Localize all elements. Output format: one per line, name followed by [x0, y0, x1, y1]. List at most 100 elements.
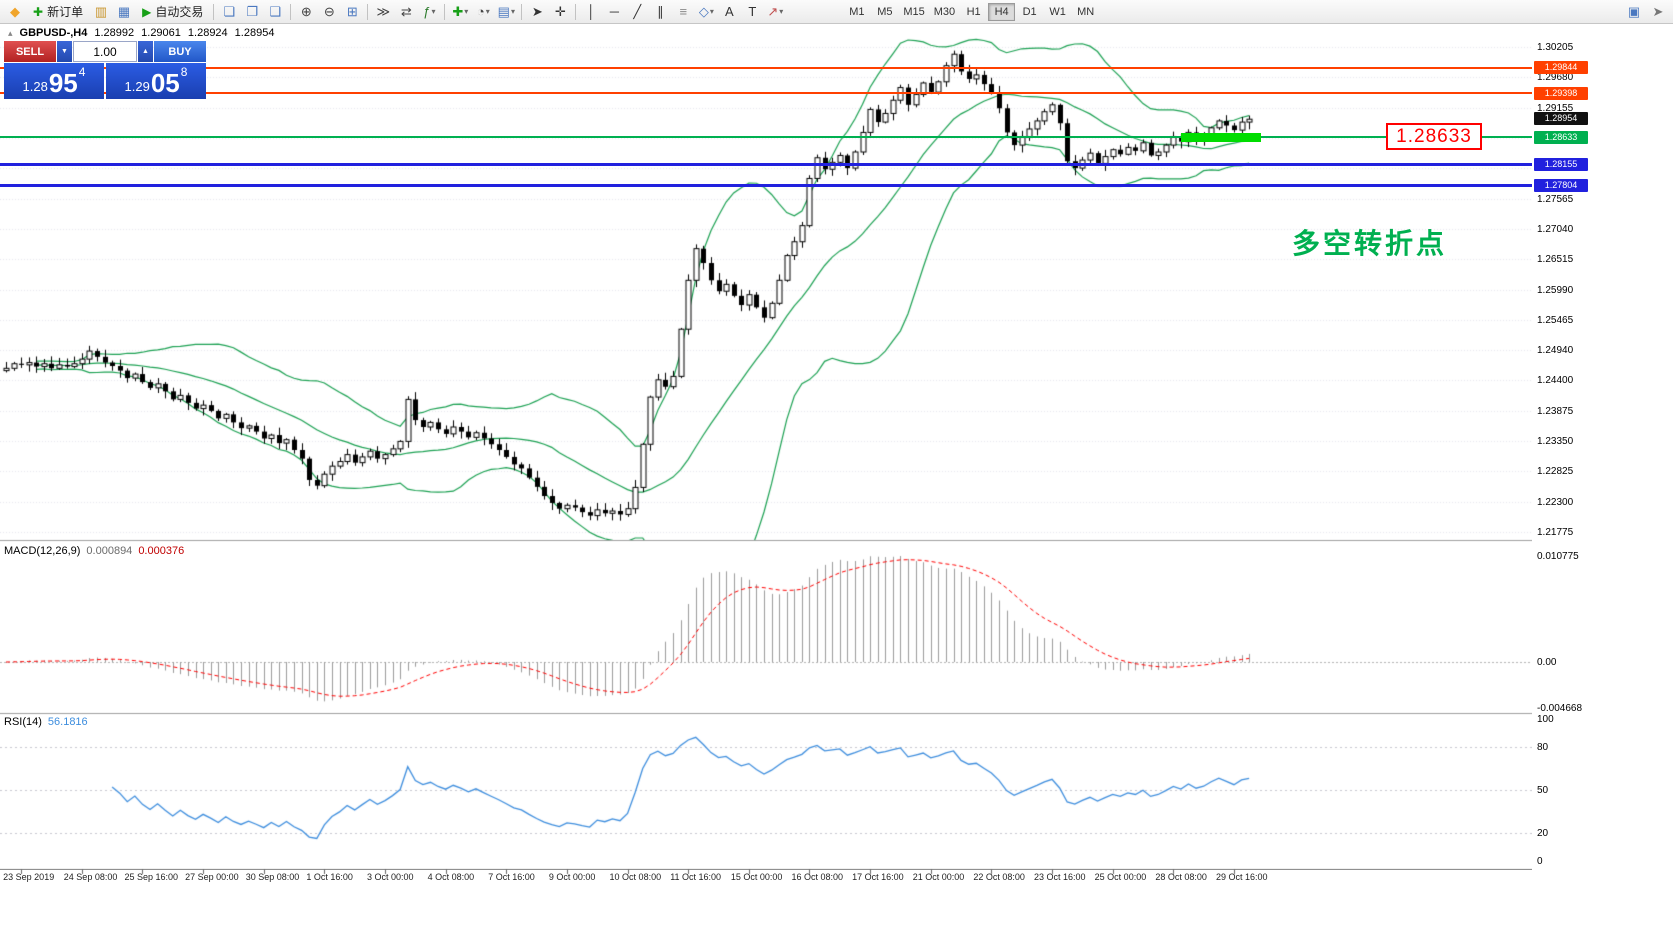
data-window-icon: ▦	[117, 3, 131, 19]
horizontal-line-icon[interactable]: ─	[603, 2, 625, 22]
sell-price-main: 1.28	[22, 79, 48, 94]
symbol-label: GBPUSD-,H4	[19, 27, 88, 39]
time-axis-label: 28 Oct 08:00	[1155, 872, 1207, 882]
templates-icon[interactable]: ▤ ▾	[495, 2, 517, 22]
timeframe-h4-button[interactable]: H4	[988, 2, 1016, 21]
time-axis-label: 30 Sep 08:00	[245, 872, 300, 882]
price-callout[interactable]: 1.28633	[1386, 123, 1482, 150]
toolbar-separator	[444, 3, 446, 20]
arrows-icon-dropdown[interactable]: ▾	[779, 7, 784, 16]
shapes-icon[interactable]: ◇ ▾	[695, 2, 717, 22]
text-label-icon[interactable]: T	[741, 2, 763, 22]
grid-icon[interactable]: ⊞	[341, 2, 363, 22]
horizontal-level-1.28633[interactable]	[0, 136, 1532, 139]
time-axis-label: 17 Oct 16:00	[852, 872, 904, 882]
timeframe-m15-button[interactable]: M15	[903, 5, 925, 18]
timeframe-h1-button[interactable]: H1	[966, 5, 981, 18]
buy-price[interactable]: 1.29 05 8	[106, 63, 206, 99]
price-axis-label: 1.22825	[1537, 466, 1574, 478]
zoom-in-icon: ⊕	[300, 3, 312, 19]
window-mode-icon[interactable]: ➤	[1647, 2, 1669, 22]
rsi-axis-label: 20	[1537, 827, 1549, 839]
price-badge-1.28155: 1.28155	[1534, 158, 1588, 172]
horizontal-level-1.28155[interactable]	[0, 163, 1532, 167]
text-icon[interactable]: A	[718, 2, 740, 22]
timeframe-m5-button[interactable]: M5	[877, 5, 893, 18]
highlight-segment[interactable]	[1180, 132, 1261, 142]
timeframe-d1-button[interactable]: D1	[1022, 5, 1037, 18]
chart-window-icon: ▴	[8, 27, 13, 38]
auto-scroll-icon: ≫	[376, 3, 391, 19]
rsi-value: 56.1816	[47, 716, 88, 728]
arrows-icon[interactable]: ↗ ▾	[764, 2, 786, 22]
price-axis[interactable]: 1.302051.296801.291551.286301.281051.275…	[1532, 24, 1673, 870]
crosshair-icon[interactable]: ✛	[549, 2, 571, 22]
profiles-icon[interactable]: ❐	[241, 2, 263, 22]
zoom-out-icon[interactable]: ⊖	[318, 2, 340, 22]
tile-windows-icon[interactable]: ❑	[264, 2, 286, 22]
profiles-icon: ❐	[246, 3, 259, 19]
mt4-logo-icon: ◆	[10, 3, 20, 19]
new-order-button[interactable]: ✚ 新订单	[27, 2, 89, 22]
buy-button[interactable]: BUY	[154, 41, 206, 62]
price-axis-label: 1.23875	[1537, 405, 1574, 417]
toolbar-separator	[575, 3, 577, 20]
volume-down-button[interactable]: ▼	[57, 41, 72, 62]
new-chart-icon[interactable]: ❏	[218, 2, 240, 22]
horizontal-level-1.27804[interactable]	[0, 183, 1532, 187]
cursor-icon[interactable]: ➤	[526, 2, 548, 22]
text-label-icon: T	[748, 4, 757, 19]
templates-icon: ▤	[497, 3, 510, 19]
fullscreen-icon[interactable]: ▣	[1623, 2, 1645, 22]
periods-icon-dropdown[interactable]: ▾	[485, 7, 490, 16]
time-axis[interactable]: 23 Sep 2019 24 Sep 08:00 25 Sep 16:00 27 Se…	[0, 870, 1532, 888]
buy-price-big: 05	[150, 68, 180, 98]
mt4-logo-icon[interactable]: ◆	[4, 2, 26, 22]
crosshair-icon: ✛	[554, 3, 566, 19]
timeframe-m30-button[interactable]: M30	[933, 5, 956, 18]
window-mode-icon: ➤	[1652, 3, 1664, 19]
autotrading-button[interactable]: ▶ 自动交易	[136, 2, 209, 22]
fibonacci-icon[interactable]: ≡	[672, 2, 694, 22]
horizontal-level-1.29398[interactable]	[0, 92, 1532, 95]
add-object-icon[interactable]: ✚ ▾	[449, 2, 471, 22]
indicators-icon[interactable]: ƒ ▾	[418, 2, 440, 22]
fibonacci-icon: ≡	[679, 4, 688, 19]
chart-shift-icon[interactable]: ⇄	[395, 2, 417, 22]
shapes-icon-dropdown[interactable]: ▾	[709, 7, 714, 16]
time-axis-label: 16 Oct 08:00	[791, 872, 844, 882]
market-watch-icon[interactable]: ▥	[90, 2, 112, 22]
horizontal-level-1.29844[interactable]	[0, 66, 1532, 69]
time-axis-label: 10 Oct 08:00	[609, 872, 662, 882]
channel-icon[interactable]: ∥	[649, 2, 671, 22]
templates-icon-dropdown[interactable]: ▾	[510, 7, 515, 16]
toolbar-separator	[290, 3, 292, 20]
sell-button[interactable]: SELL	[4, 41, 56, 62]
vertical-line-icon[interactable]: │	[580, 2, 602, 22]
price-axis-label: 1.29155	[1537, 102, 1574, 114]
volume-input[interactable]: 1.00	[73, 41, 137, 62]
time-axis-label: 15 Oct 00:00	[730, 872, 783, 882]
trendline-icon[interactable]: ╱	[626, 2, 648, 22]
zoom-in-icon[interactable]: ⊕	[295, 2, 317, 22]
chart-annotation[interactable]: 多空转折点	[1292, 228, 1448, 259]
data-window-icon[interactable]: ▦	[113, 2, 135, 22]
add-object-icon-dropdown[interactable]: ▾	[464, 7, 469, 16]
ohlc-high: 1.29061	[141, 27, 181, 39]
indicators-icon-dropdown[interactable]: ▾	[431, 7, 436, 16]
periods-icon[interactable]: ◔ ▾	[472, 2, 494, 22]
timeframe-mn-button[interactable]: MN	[1077, 5, 1095, 18]
volume-up-button[interactable]: ▲	[138, 41, 153, 62]
timeframe-w1-button[interactable]: W1	[1049, 5, 1066, 18]
timeframe-m1-button[interactable]: M1	[849, 5, 865, 18]
sell-price[interactable]: 1.28 95 4	[4, 63, 104, 99]
indicators-icon: ƒ	[423, 4, 431, 19]
price-badge-1.27804: 1.27804	[1534, 178, 1588, 192]
time-axis-label: 25 Sep 16:00	[124, 872, 178, 882]
time-axis-label: 7 Oct 16:00	[488, 872, 535, 882]
time-axis-label: 3 Oct 00:00	[367, 872, 414, 882]
text-icon: A	[724, 4, 734, 19]
auto-scroll-icon[interactable]: ≫	[372, 2, 394, 22]
